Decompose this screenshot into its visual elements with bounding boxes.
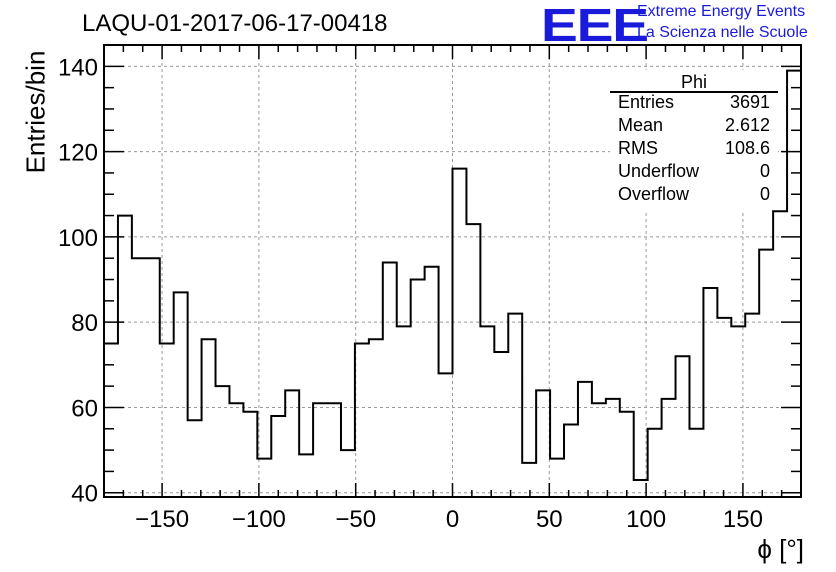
histogram-bin	[104, 343, 118, 497]
histogram-bin	[480, 326, 494, 497]
histogram-bin	[146, 258, 160, 497]
histogram-bin	[369, 339, 383, 497]
histogram-bin	[453, 169, 467, 497]
stats-value: 0	[759, 184, 770, 204]
histogram-bin	[188, 420, 202, 497]
stats-row-mean: Mean 2.612	[618, 115, 770, 137]
eee-logo: EEE	[541, 0, 649, 51]
histogram-bin	[341, 450, 355, 497]
chart-title: LAQU-01-2017-06-17-00418	[82, 10, 388, 37]
histogram-bin	[564, 425, 578, 497]
x-tick-label: 0	[446, 506, 459, 533]
stats-row-rms: RMS 108.6	[618, 138, 770, 160]
stats-box: Phi Entries 3691 Mean 2.612 RMS 108.6 Un…	[610, 70, 778, 210]
histogram-bin	[397, 326, 411, 497]
logo-caption-line1: Extreme Energy Events	[637, 3, 806, 20]
histogram-bin	[411, 280, 425, 497]
histogram-bin	[522, 463, 536, 497]
x-tick-label: 150	[723, 506, 763, 533]
histogram-bin	[229, 403, 243, 497]
histogram-bin	[216, 386, 230, 497]
histogram-bin	[439, 373, 453, 497]
x-tick-label: 100	[626, 506, 666, 533]
logo-caption-line2: La Scienza nelle Scuole	[637, 24, 808, 41]
stats-label: Underflow	[618, 161, 700, 181]
x-tick-label: −150	[135, 506, 189, 533]
histogram-bin	[243, 412, 257, 497]
stats-divider	[610, 91, 778, 93]
histogram-bin	[508, 314, 522, 497]
histogram-bin	[773, 211, 787, 497]
histogram-bin	[689, 429, 703, 497]
histogram-bin	[648, 429, 662, 497]
histogram-bin	[202, 339, 216, 497]
histogram-bin	[536, 390, 550, 497]
histogram-bin	[132, 258, 146, 497]
stats-value: 2.612	[724, 115, 770, 135]
stats-row-entries: Entries 3691	[618, 92, 770, 114]
stats-value: 3691	[729, 92, 770, 112]
histogram-bin	[425, 267, 439, 497]
histogram-bin	[327, 403, 341, 497]
histogram-series	[104, 69, 801, 497]
histogram-bin	[759, 250, 773, 497]
histogram-bin	[494, 352, 508, 497]
histogram-bin	[703, 288, 717, 497]
histogram-bin	[271, 416, 285, 497]
histogram-bin	[676, 356, 690, 497]
histogram-outline	[104, 69, 801, 481]
histogram-bin	[355, 343, 369, 497]
histogram-bin	[731, 326, 745, 497]
x-tick-label: −100	[232, 506, 286, 533]
y-axis-label: Entries/bin	[20, 50, 51, 174]
x-tick-label: 50	[536, 506, 563, 533]
stats-row-underflow: Underflow 0	[618, 161, 770, 183]
histogram-bin	[787, 71, 801, 497]
y-tick-label: 40	[71, 481, 98, 508]
stats-value: 0	[759, 161, 770, 181]
y-tick-label: 120	[58, 140, 98, 167]
histogram-bin	[299, 454, 313, 497]
histogram-bin	[550, 459, 564, 497]
stats-label: Entries	[618, 92, 675, 112]
histogram-bin	[174, 292, 188, 497]
histogram-bin	[578, 382, 592, 497]
x-tick-label: −50	[335, 506, 376, 533]
stats-label: Mean	[618, 115, 664, 135]
histogram-bin	[662, 399, 676, 497]
histogram-bin	[285, 390, 299, 497]
y-tick-label: 60	[71, 395, 98, 422]
stats-row-overflow: Overflow 0	[618, 184, 770, 206]
stats-label: Overflow	[618, 184, 690, 204]
stats-title: Phi	[680, 72, 707, 92]
histogram-bin	[717, 318, 731, 497]
y-tick-label: 100	[58, 225, 98, 252]
tick-labels: −150 −100 −50 0 50 100 150 40 60 80 100 120 140	[58, 54, 763, 533]
histogram-bin	[313, 403, 327, 497]
stats-label: RMS	[618, 138, 658, 158]
x-axis-label: ϕ [°]	[757, 534, 804, 564]
histogram-bin	[620, 412, 634, 497]
axis-ticks	[103, 45, 802, 497]
histogram-bin	[466, 224, 480, 497]
histogram-bin	[118, 216, 132, 497]
y-tick-label: 80	[71, 310, 98, 337]
y-tick-label: 140	[58, 54, 98, 81]
histogram-bin	[592, 403, 606, 497]
histogram-bin	[383, 262, 397, 497]
histogram-bin	[745, 314, 759, 497]
stats-value: 108.6	[724, 138, 770, 158]
histogram-bin	[160, 343, 174, 497]
histogram-bin	[606, 399, 620, 497]
